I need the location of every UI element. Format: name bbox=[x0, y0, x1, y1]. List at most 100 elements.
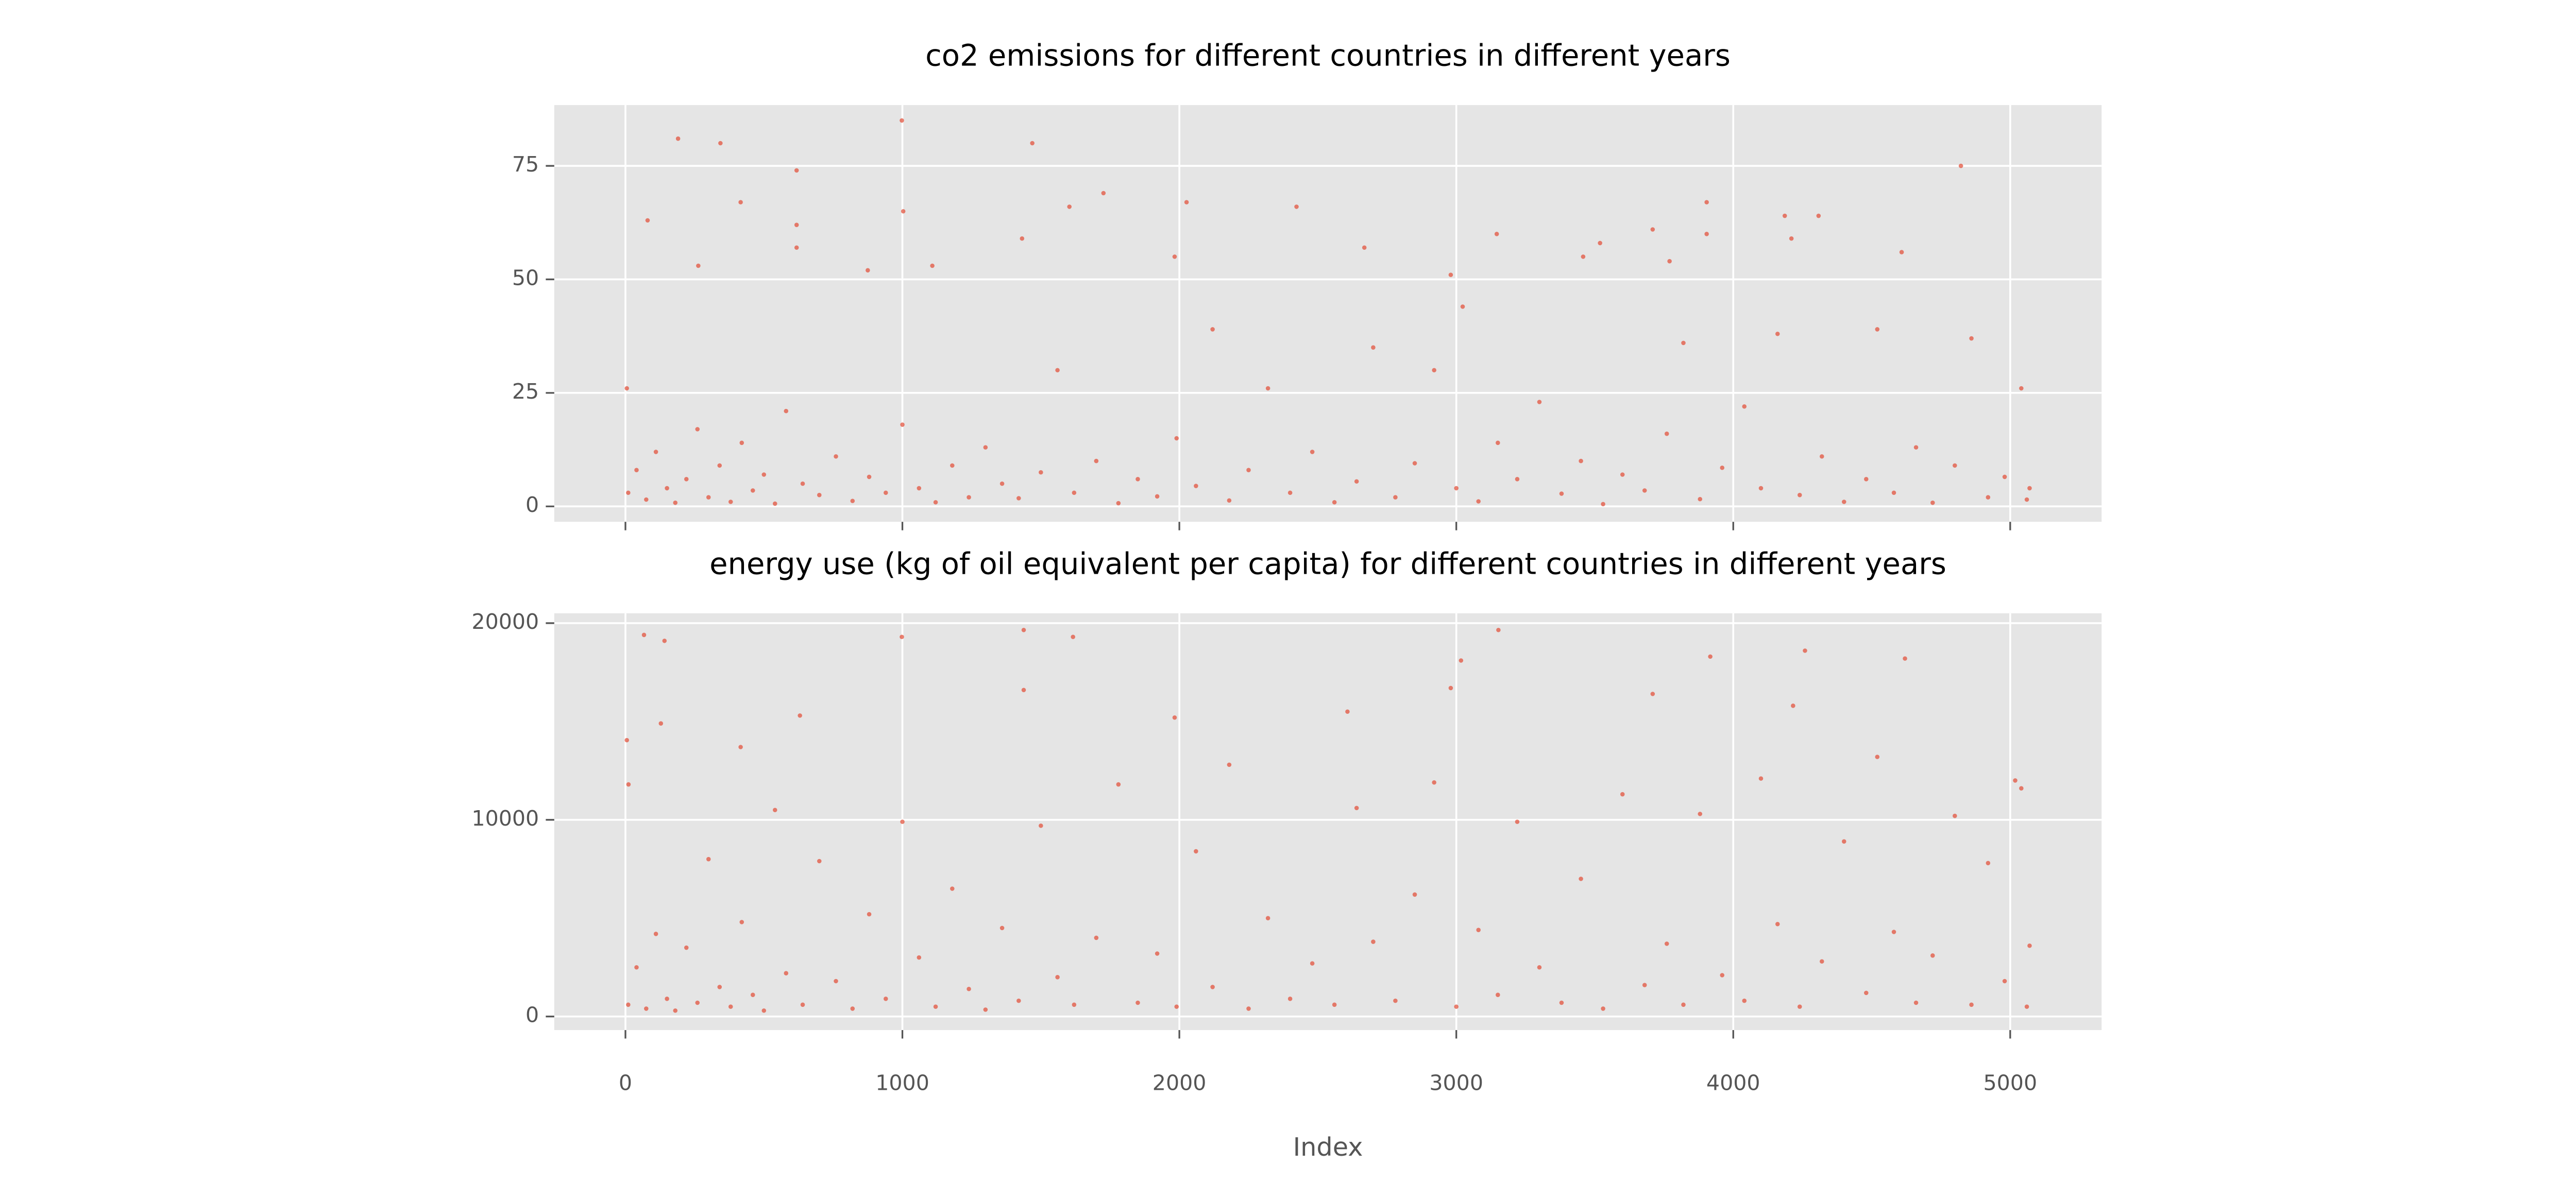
data-point bbox=[1055, 368, 1060, 373]
data-point bbox=[1265, 386, 1270, 391]
data-point bbox=[1681, 340, 1686, 346]
x-axis-label: Index bbox=[1293, 1132, 1363, 1162]
data-point bbox=[1913, 1000, 1919, 1005]
data-point bbox=[1174, 436, 1179, 441]
data-point bbox=[1664, 431, 1669, 436]
data-point bbox=[1246, 468, 1251, 472]
data-point bbox=[1681, 1002, 1686, 1007]
data-point bbox=[950, 886, 955, 891]
data-point bbox=[1515, 477, 1520, 482]
y-tick-label: 50 bbox=[512, 265, 539, 290]
data-point bbox=[933, 1004, 938, 1009]
data-point bbox=[794, 245, 799, 250]
data-point bbox=[1246, 1006, 1251, 1011]
plot-area bbox=[554, 613, 2102, 1031]
data-point bbox=[1371, 939, 1376, 944]
data-point bbox=[1136, 477, 1140, 482]
data-point bbox=[665, 997, 669, 1001]
data-point bbox=[1782, 213, 1787, 218]
data-point bbox=[1875, 755, 1880, 759]
data-point bbox=[1021, 628, 1026, 632]
data-point bbox=[1432, 368, 1436, 373]
data-point bbox=[999, 925, 1005, 931]
data-point bbox=[1704, 200, 1709, 204]
data-point bbox=[1758, 486, 1764, 491]
data-point bbox=[1742, 998, 1747, 1003]
data-point bbox=[1094, 458, 1099, 464]
data-point bbox=[1930, 953, 1935, 958]
data-point bbox=[1459, 658, 1464, 663]
data-point bbox=[1537, 400, 1542, 404]
data-point bbox=[867, 912, 872, 917]
data-point bbox=[900, 118, 904, 123]
x-tick-label: 3000 bbox=[1429, 1070, 1483, 1095]
data-point bbox=[653, 450, 658, 454]
data-point bbox=[718, 141, 723, 146]
data-point bbox=[717, 463, 722, 468]
data-point bbox=[967, 495, 971, 500]
y-tick-label: 10000 bbox=[471, 806, 539, 831]
data-point bbox=[1642, 488, 1647, 493]
data-point bbox=[761, 472, 767, 477]
data-point bbox=[1354, 479, 1359, 484]
data-point bbox=[1155, 951, 1160, 956]
data-point bbox=[1775, 331, 1780, 336]
data-point bbox=[900, 819, 905, 824]
data-point bbox=[1758, 776, 1764, 781]
data-point bbox=[1116, 782, 1121, 787]
data-point bbox=[626, 782, 631, 787]
data-point bbox=[634, 965, 639, 970]
data-point bbox=[1194, 849, 1198, 854]
data-point bbox=[684, 945, 689, 950]
data-point bbox=[644, 497, 649, 502]
data-point bbox=[706, 495, 711, 500]
x-tick-label: 2000 bbox=[1153, 1070, 1207, 1095]
data-point bbox=[967, 986, 971, 991]
data-point bbox=[1174, 1004, 1179, 1009]
data-point bbox=[784, 408, 789, 414]
data-point bbox=[696, 263, 701, 268]
plot-area bbox=[554, 105, 2102, 522]
data-point bbox=[2002, 474, 2007, 479]
data-point bbox=[983, 1007, 988, 1012]
data-point bbox=[1620, 792, 1625, 797]
data-point bbox=[1930, 500, 1935, 505]
data-point bbox=[999, 481, 1005, 486]
data-point bbox=[1287, 490, 1293, 495]
data-point bbox=[1891, 490, 1896, 495]
data-point bbox=[2027, 943, 2032, 948]
data-point bbox=[1354, 805, 1359, 811]
data-point bbox=[1899, 250, 1904, 254]
data-point bbox=[673, 500, 678, 505]
data-point bbox=[717, 985, 722, 989]
data-point bbox=[1841, 500, 1846, 504]
data-point bbox=[1030, 141, 1035, 146]
data-point bbox=[1332, 1002, 1337, 1007]
data-point bbox=[798, 713, 802, 718]
data-point bbox=[1496, 628, 1501, 632]
data-point bbox=[641, 632, 647, 638]
data-point bbox=[1020, 236, 1025, 241]
data-point bbox=[1891, 930, 1896, 934]
x-tick-label: 4000 bbox=[1706, 1070, 1760, 1095]
data-point bbox=[624, 738, 629, 743]
data-point bbox=[1332, 500, 1337, 505]
data-point bbox=[1072, 490, 1077, 495]
data-point bbox=[1448, 685, 1453, 691]
data-point bbox=[1969, 1002, 1974, 1007]
data-point bbox=[2024, 497, 2029, 502]
data-point bbox=[738, 200, 743, 204]
data-point bbox=[1210, 327, 1215, 332]
data-point bbox=[1986, 495, 1991, 500]
data-point bbox=[644, 1006, 649, 1011]
data-point bbox=[1789, 236, 1794, 241]
data-point bbox=[772, 808, 777, 812]
data-point bbox=[1494, 232, 1499, 236]
data-point bbox=[1816, 213, 1821, 218]
data-point bbox=[750, 992, 755, 997]
data-point bbox=[761, 1008, 767, 1013]
data-point bbox=[1537, 965, 1542, 970]
data-point bbox=[738, 745, 743, 749]
data-point bbox=[665, 486, 669, 491]
